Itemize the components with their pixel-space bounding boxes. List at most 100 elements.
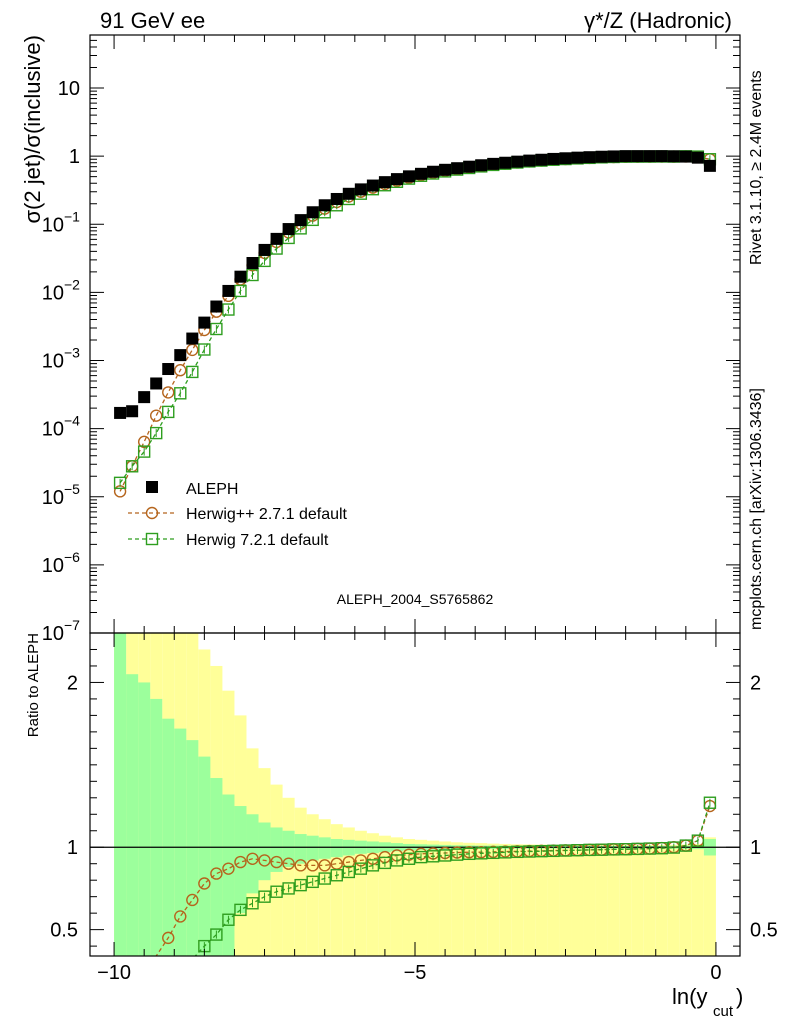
main-aleph-point xyxy=(499,156,512,169)
main-aleph-point xyxy=(366,179,379,192)
legend-label-herwigpp: Herwig++ 2.7.1 default xyxy=(186,506,348,523)
ratio-y-axis-label: Ratio to ALEPH xyxy=(25,633,42,737)
ratio-herwig7-point xyxy=(246,897,259,910)
ratio-herwig7-point xyxy=(643,842,656,855)
main-aleph-point xyxy=(354,183,367,196)
x-tick-label: 0 xyxy=(710,962,721,984)
main-herwig7-point xyxy=(113,476,127,490)
ratio-band-outer xyxy=(607,845,620,956)
main-y-tick-label: 10 xyxy=(42,419,64,441)
main-aleph-point xyxy=(234,270,247,283)
ratio-band-outer xyxy=(523,844,536,956)
ratio-herwig7-point xyxy=(426,850,440,863)
ratio-band-inner xyxy=(294,834,307,864)
ratio-band-outer xyxy=(535,844,548,956)
ratio-band-outer xyxy=(378,835,391,956)
ratio-band-outer xyxy=(643,845,656,956)
x-tick-label: −5 xyxy=(404,962,427,984)
x-ticks: −10 −5 0 xyxy=(97,35,721,984)
ratio-herwig7-point xyxy=(270,885,283,898)
main-herwig7-point xyxy=(246,268,259,282)
ratio-band-inner xyxy=(162,718,175,956)
ratio-band-inner xyxy=(198,756,211,956)
ratio-band-inner xyxy=(150,698,163,956)
main-aleph-point xyxy=(595,150,608,163)
ratio-band-outer xyxy=(703,837,716,956)
ratio-herwigpp-point xyxy=(222,862,235,875)
ratio-herwig7-point xyxy=(511,845,524,859)
main-aleph-point xyxy=(282,223,295,236)
ratio-band-outer xyxy=(679,844,692,956)
main-aleph-point xyxy=(643,150,656,163)
main-aleph-point xyxy=(150,377,163,390)
legend-marker-herwigpp xyxy=(145,506,159,520)
ratio-band-outer xyxy=(487,843,500,956)
ratio-herwigpp-point xyxy=(186,893,199,907)
main-herwig7-point xyxy=(150,426,163,440)
main-aleph-point xyxy=(114,406,127,419)
main-herwigpp-point xyxy=(174,364,187,377)
ratio-herwig7-point xyxy=(402,852,416,865)
ratio-band-outer xyxy=(655,845,668,956)
main-aleph-point xyxy=(523,154,536,167)
ratio-band-outer xyxy=(499,843,512,956)
main-y-tick-label: 10 xyxy=(42,623,64,645)
ratio-herwig7-point xyxy=(475,847,488,860)
ratio-herwigpp-point xyxy=(270,855,283,869)
ratio-herwig7-point xyxy=(703,796,717,809)
ratio-herwig7-point xyxy=(210,928,223,941)
main-herwig7-point xyxy=(210,322,223,336)
ratio-band-outer xyxy=(667,844,680,956)
ratio-herwigpp-point xyxy=(198,877,211,890)
rivet-label: Rivet 3.1.10, ≥ 2.4M events xyxy=(748,70,765,265)
ratio-herwig7-point xyxy=(583,843,596,857)
main-aleph-point xyxy=(655,150,668,163)
main-aleph-point xyxy=(246,256,259,269)
main-aleph-point xyxy=(559,152,572,165)
ratio-band-outer xyxy=(451,842,464,956)
ratio-band-outer xyxy=(583,844,596,956)
main-y-tick-exponent: −5 xyxy=(64,481,80,497)
x-axis-label: ln(y cut ) xyxy=(672,984,743,1020)
main-herwig7-point xyxy=(174,387,187,400)
main-herwig7-point xyxy=(234,284,247,298)
main-aleph-point xyxy=(415,167,428,180)
main-y-tick-label: 10 xyxy=(42,214,64,236)
ratio-herwig7-point xyxy=(619,843,632,856)
main-herwigpp-point xyxy=(162,386,175,399)
main-aleph-point xyxy=(703,159,716,172)
main-aleph-point xyxy=(475,159,488,172)
main-herwig7-point xyxy=(222,303,235,316)
ratio-band-outer xyxy=(595,845,608,956)
main-aleph-point xyxy=(306,206,319,219)
main-aleph-point xyxy=(439,163,452,176)
main-panel-marks xyxy=(113,150,717,498)
main-aleph-point xyxy=(511,155,524,168)
ratio-herwigpp-point xyxy=(282,857,295,870)
main-y-tick-exponent: −7 xyxy=(64,617,80,633)
legend: ALEPH Herwig++ 2.7.1 default Herwig 7.2.… xyxy=(128,481,348,549)
ratio-herwig7-point xyxy=(655,842,668,855)
ratio-herwigpp-point xyxy=(234,855,247,869)
ratio-band-outer xyxy=(475,843,488,956)
main-y-tick-label: 10 xyxy=(42,487,64,509)
main-aleph-point xyxy=(535,153,548,166)
ratio-band-outer xyxy=(439,841,452,956)
main-aleph-point xyxy=(451,162,464,175)
ratio-herwig7-point xyxy=(222,913,235,926)
main-aleph-point xyxy=(186,332,199,345)
header-left: 91 GeV ee xyxy=(100,8,205,33)
main-y-tick-label: 10 xyxy=(42,282,64,304)
legend-marker-aleph xyxy=(146,481,158,493)
ratio-herwig7-point xyxy=(390,854,404,867)
ratio-herwig7-point xyxy=(414,850,428,864)
ratio-herwigpp-point xyxy=(246,852,259,865)
ratio-y-tick-label-right: 0.5 xyxy=(750,920,778,942)
ratio-herwig7-point xyxy=(258,890,271,903)
main-aleph-point xyxy=(607,150,620,163)
ratio-band-outer xyxy=(691,843,704,956)
ratio-herwig7-point xyxy=(282,882,295,895)
ratio-herwig7-point xyxy=(679,839,693,852)
